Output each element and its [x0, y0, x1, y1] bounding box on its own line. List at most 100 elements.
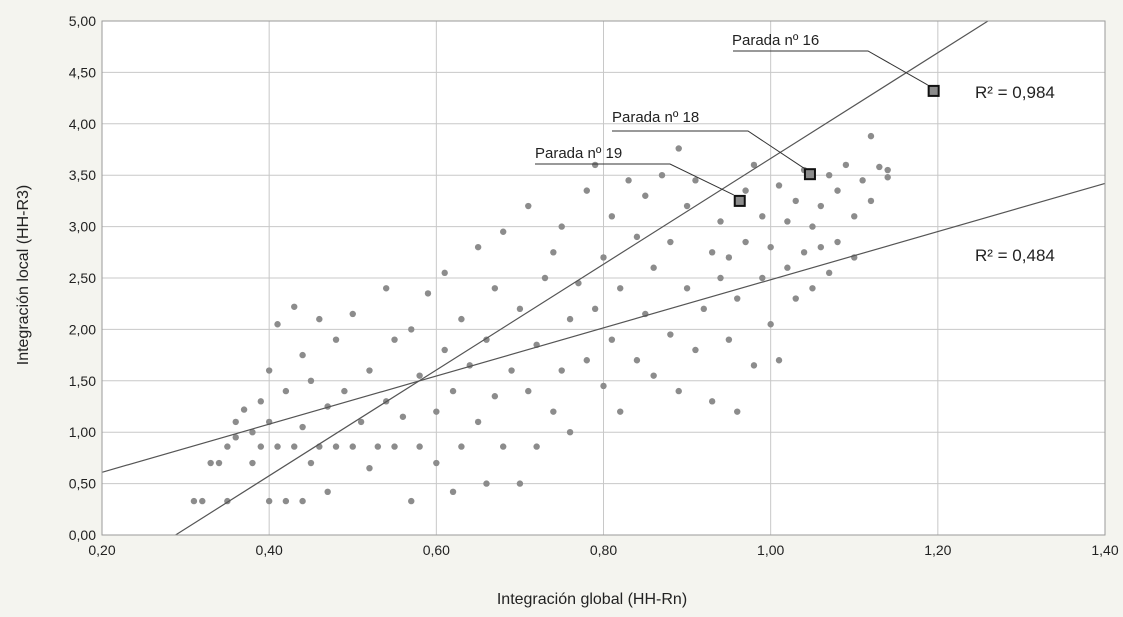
data-point: [642, 192, 649, 199]
data-point: [441, 346, 448, 354]
data-point: [867, 197, 875, 205]
data-point: [458, 443, 465, 450]
data-point: [274, 443, 281, 450]
data-point: [608, 213, 616, 220]
y-tick-label: 4,50: [69, 64, 96, 80]
data-point: [784, 264, 791, 271]
highlighted-point: [927, 84, 940, 97]
data-point: [817, 243, 825, 251]
data-point: [474, 418, 482, 426]
data-point: [884, 174, 891, 181]
data-point: [859, 177, 866, 184]
y-tick-label: 2,00: [69, 321, 96, 337]
data-point: [316, 315, 323, 323]
data-point: [650, 372, 657, 379]
data-points: [190, 132, 891, 505]
y-tick-label: 3,00: [69, 219, 96, 235]
data-point: [591, 305, 599, 313]
data-point: [516, 305, 524, 313]
data-point: [558, 367, 565, 374]
data-point: [608, 336, 616, 343]
data-point: [675, 145, 682, 152]
data-point: [516, 480, 524, 487]
data-point: [483, 336, 490, 343]
leader-line: [733, 50, 928, 86]
data-point: [307, 459, 315, 467]
data-point: [800, 249, 808, 256]
data-point: [591, 161, 599, 169]
trend-line: [101, 182, 1106, 473]
data-point: [291, 303, 298, 310]
data-point: [433, 459, 440, 467]
leader-line: [612, 130, 805, 169]
x-tick-label: 0,80: [590, 542, 617, 558]
data-point: [784, 218, 791, 225]
data-point: [224, 443, 231, 450]
data-point: [867, 132, 875, 140]
data-point: [625, 177, 632, 184]
data-point: [617, 285, 624, 292]
data-point: [533, 443, 540, 450]
data-point: [600, 254, 607, 261]
data-point: [742, 238, 749, 246]
plot-frame: [101, 20, 1106, 536]
data-point: [374, 443, 382, 450]
data-point: [215, 459, 223, 467]
data-point: [257, 398, 265, 405]
annotations: R² = 0,984 R² = 0,484 Parada nº 16 Parada n…: [535, 32, 1055, 265]
data-point: [349, 310, 356, 318]
leader-line: [535, 163, 734, 196]
data-point: [675, 387, 682, 395]
data-point: [207, 459, 214, 467]
data-point: [617, 408, 624, 415]
data-point: [199, 497, 206, 505]
highlight-label: Parada nº 19: [535, 145, 622, 162]
data-point: [750, 362, 758, 369]
x-axis-label: Integración global (HH-Rn): [497, 591, 687, 608]
data-point: [282, 497, 290, 505]
data-point: [884, 166, 891, 174]
data-point: [851, 213, 858, 220]
data-point: [825, 172, 833, 179]
data-point: [775, 182, 783, 189]
x-tick-label: 1,40: [1091, 542, 1118, 558]
data-point: [566, 315, 574, 323]
data-point: [583, 357, 590, 364]
y-tick-label: 1,00: [69, 424, 96, 440]
data-point: [291, 443, 298, 450]
data-point: [491, 285, 499, 292]
data-point: [449, 387, 457, 395]
data-point: [734, 295, 741, 302]
x-tick-label: 0,40: [256, 542, 283, 558]
highlight-label: Parada nº 18: [612, 109, 699, 126]
data-point: [399, 413, 407, 420]
y-tick-label: 1,50: [69, 373, 96, 389]
data-point: [408, 326, 415, 333]
y-tick-label: 2,50: [69, 270, 96, 286]
trend-lines: [101, 20, 1106, 536]
data-point: [834, 238, 841, 246]
data-point: [809, 223, 816, 230]
data-point: [341, 387, 348, 395]
data-point: [759, 213, 766, 220]
data-point: [232, 434, 239, 441]
data-point: [817, 202, 825, 210]
data-point: [424, 290, 432, 297]
y-tick-label: 3,50: [69, 167, 96, 183]
data-point: [692, 177, 699, 184]
highlight-label: Parada nº 16: [732, 32, 819, 49]
data-point: [708, 249, 716, 256]
data-point: [792, 197, 799, 205]
data-point: [650, 264, 657, 271]
data-point: [508, 367, 515, 374]
data-point: [725, 336, 733, 343]
data-point: [299, 497, 306, 505]
y-axis-label: Integración local (HH-R3): [15, 185, 32, 366]
y-tick-label: 0,50: [69, 476, 96, 492]
data-point: [683, 202, 691, 210]
data-point: [391, 443, 398, 450]
data-point: [825, 269, 833, 277]
data-point: [759, 274, 766, 282]
highlighted-point: [733, 194, 746, 207]
data-point: [349, 443, 356, 450]
